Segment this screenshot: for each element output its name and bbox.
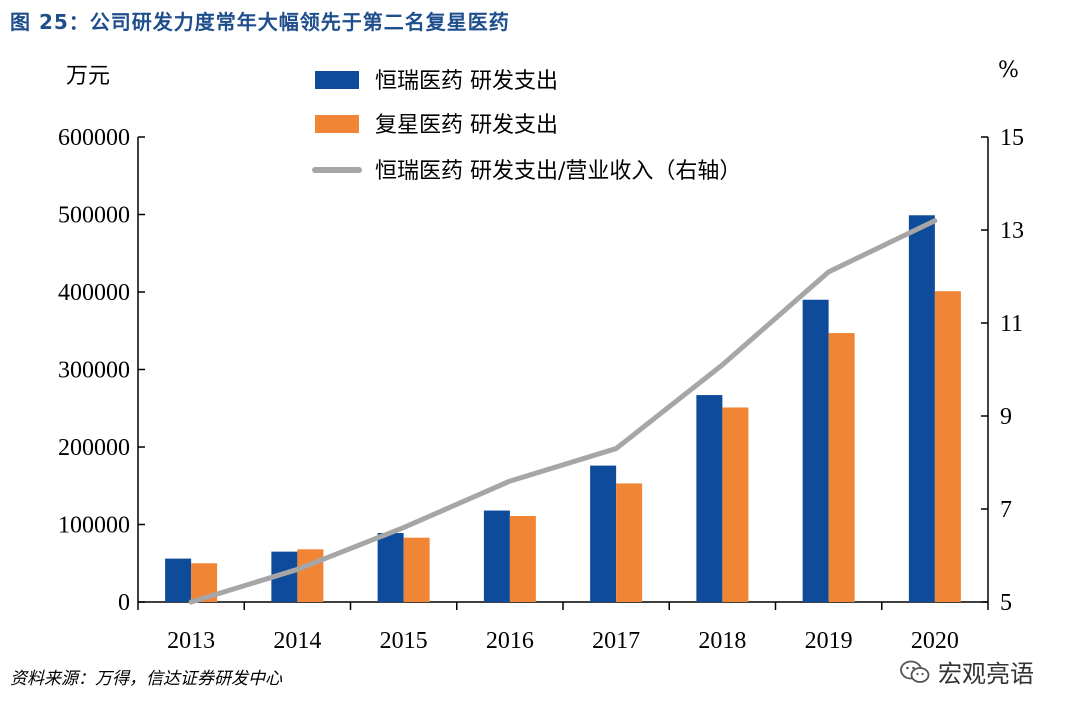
x-tick-label: 2016	[486, 628, 534, 654]
left-tick-label: 500000	[58, 203, 130, 229]
bar-fosun-2018	[722, 407, 749, 602]
left-tick-label: 200000	[58, 435, 130, 461]
bar-fosun-2020	[934, 291, 961, 602]
bar-hengrui-2020	[908, 215, 935, 602]
x-tick-label: 2019	[805, 628, 853, 654]
x-tick-label: 2018	[698, 628, 746, 654]
bar-fosun-2015	[403, 537, 430, 602]
bar-hengrui-2016	[483, 510, 510, 602]
legend-swatch	[315, 115, 359, 133]
right-tick-label: 7	[1000, 497, 1012, 523]
bar-hengrui-2013	[165, 558, 192, 602]
watermark-text: 宏观亮语	[938, 660, 1034, 688]
left-tick-label: 0	[118, 590, 130, 616]
x-tick-label: 2014	[273, 628, 321, 654]
legend-label: 恒瑞医药 研发支出	[375, 69, 558, 94]
figure-title: 图 25：公司研发力度常年大幅领先于第二名复星医药	[10, 10, 510, 34]
x-tick-label: 2017	[592, 628, 640, 654]
bar-fosun-2016	[509, 515, 536, 602]
right-tick-label: 15	[1000, 125, 1024, 151]
legend-swatch	[315, 71, 359, 89]
legend-label: 恒瑞医药 研发支出/营业收入（右轴）	[375, 159, 741, 184]
right-axis-unit: %	[998, 58, 1019, 83]
ratio-line	[188, 218, 938, 605]
watermark: 宏观亮语	[900, 654, 1034, 689]
left-tick-label: 600000	[58, 125, 130, 151]
right-tick-label: 9	[1000, 404, 1012, 430]
x-tick-label: 2020	[911, 628, 959, 654]
left-tick-label: 300000	[58, 358, 130, 384]
bar-fosun-2017	[616, 483, 643, 602]
wechat-icon	[900, 660, 930, 683]
right-tick-label: 13	[1000, 218, 1024, 244]
left-tick-label: 100000	[58, 513, 130, 539]
right-tick-label: 11	[1000, 311, 1023, 337]
left-tick-label: 400000	[58, 280, 130, 306]
bar-hengrui-2019	[802, 299, 829, 602]
bar-hengrui-2015	[377, 533, 404, 602]
x-tick-label: 2015	[380, 628, 428, 654]
bar-hengrui-2018	[696, 395, 723, 602]
legend-label: 复星医药 研发支出	[375, 113, 558, 138]
right-tick-label: 5	[1000, 590, 1012, 616]
bar-hengrui-2017	[590, 465, 617, 602]
source-note: 资料来源：万得，信达证券研发中心	[10, 669, 282, 689]
bar-fosun-2014	[297, 549, 324, 602]
x-tick-label: 2013	[167, 628, 215, 654]
bar-fosun-2019	[828, 333, 855, 602]
left-axis-unit: 万元	[66, 64, 111, 89]
